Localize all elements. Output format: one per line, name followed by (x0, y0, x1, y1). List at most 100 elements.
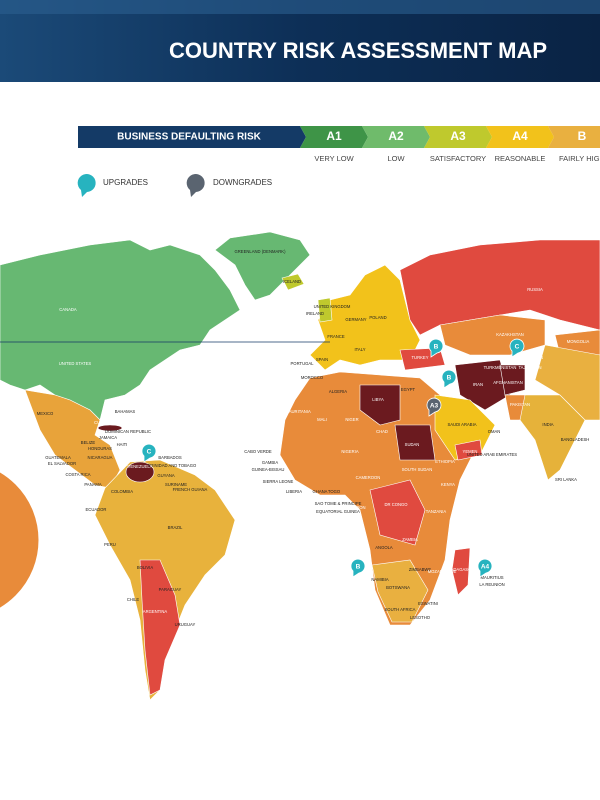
country-label: SUDAN (405, 442, 420, 447)
country-label: UZBEKISTAN (517, 355, 543, 360)
country-label: UNITED STATES (59, 361, 92, 366)
country-label: EQUATORIAL GUINEA (316, 509, 360, 514)
libya (359, 384, 401, 426)
country-label: SRI LANKA (555, 477, 577, 482)
legend-code: B (578, 129, 587, 143)
country-label: LIBERIA (286, 489, 302, 494)
country-label: IRAN (473, 382, 483, 387)
country-label: CANADA (59, 307, 77, 312)
legend-code: A2 (388, 129, 404, 143)
legend-code: A3 (450, 129, 466, 143)
country-label: MAURITIUS (480, 575, 503, 580)
country-label: CAMEROON (356, 475, 381, 480)
country-label: LESOTHO (410, 615, 431, 620)
country-label: BRAZIL (168, 525, 183, 530)
upgrades-label: UPGRADES (103, 178, 148, 187)
country-label: ALGERIA (329, 389, 347, 394)
country-label: COLOMBIA (111, 489, 133, 494)
country-label: ETHIOPIA (435, 459, 455, 464)
country-label: GAMBIA (262, 460, 278, 465)
country-label: MADAGASCAR (447, 567, 477, 572)
legend: A1 VERY LOW A2 LOW A3 SATISFACTORY A4 REASONABL… (300, 126, 600, 163)
country-label: KAZAKHSTAN (496, 332, 524, 337)
country-label: GHANA (313, 489, 328, 494)
country-label: ZIMBABWE (409, 567, 432, 572)
country-label: PARAGUAY (159, 587, 182, 592)
country-label: RUSSIA (527, 287, 543, 292)
badge-label: B (447, 375, 452, 382)
country-label: BANGLADESH (561, 437, 590, 442)
country-label: HONDURAS (88, 446, 112, 451)
country-label: EL SALVADOR (48, 461, 76, 466)
country-label: NICARAGUA (88, 455, 113, 460)
southern-cone (139, 559, 181, 696)
country-label: BAHAMAS (115, 409, 136, 414)
country-label: NIGERIA (341, 449, 358, 454)
country-label: LA REUNION (479, 582, 504, 587)
badge-pin (477, 558, 493, 578)
country-label: GABON (350, 505, 365, 510)
country-label: UNITED ARAB EMIRATES (467, 452, 517, 457)
country-label: SIERRA LEONE (263, 479, 294, 484)
country-label: BOLIVIA (137, 565, 153, 570)
legend-level-label: LOW (387, 154, 405, 163)
page-title: COUNTRY RISK ASSESSMENT MAP (169, 38, 547, 63)
country-label: GERMANY (345, 317, 366, 322)
country-label: PERU (104, 542, 116, 547)
country-label: SOUTH SUDAN (402, 467, 432, 472)
badge-pin (350, 558, 366, 578)
badge-label: A3 (430, 403, 439, 410)
upgrade-icon (77, 174, 96, 197)
country-label: MONGOLIA (567, 339, 590, 344)
country-label: NAMIBIA (371, 577, 388, 582)
badge-label: C (515, 344, 520, 351)
central-africa (369, 479, 426, 546)
country-label: KENYA (441, 482, 455, 487)
country-label: CABO VERDE (244, 449, 272, 454)
country-label: NIGER (345, 417, 358, 422)
legend-level-label: REASONABLE (495, 154, 546, 163)
legend-level-label: SATISFACTORY (430, 154, 486, 163)
country-label: ITALY (354, 347, 365, 352)
country-labels: GREENLAND (DENMARK) ICELAND CANADA UNITED S… (37, 249, 590, 627)
country-label: FRENCH GUIANA (173, 487, 208, 492)
country-label: VENEZUELA (128, 464, 153, 469)
country-label: PAKISTAN (510, 402, 530, 407)
iran (454, 359, 511, 411)
greenland (214, 231, 311, 301)
country-label: ESWATINI (418, 601, 438, 606)
country-label: MOROCCO (301, 375, 324, 380)
country-label: UNITED KINGDOM (314, 304, 351, 309)
country-label: GUINEA-BISSAU (252, 467, 285, 472)
country-label: TOGO (328, 489, 341, 494)
central-america (24, 389, 121, 489)
badge-pin (428, 338, 444, 358)
southern-africa (371, 559, 429, 623)
country-label: CHAD (376, 429, 388, 434)
header-strip (0, 0, 600, 14)
country-label: OMAN (488, 429, 501, 434)
badge-label: C (147, 449, 152, 456)
madagascar (451, 547, 471, 596)
downgrade-icon (186, 174, 205, 197)
badge-label: B (434, 344, 439, 351)
country-label: EGYPT (401, 387, 416, 392)
country-label: PORTUGAL (291, 361, 315, 366)
country-label: TRINIDAD AND TOBAGO (148, 463, 197, 468)
cuba (97, 424, 123, 432)
country-label: BELIZE (81, 440, 96, 445)
yemen (454, 439, 483, 461)
country-label: IRELAND (306, 311, 324, 316)
north-america (0, 239, 241, 421)
country-label: TURKEY (412, 355, 429, 360)
country-label: AFGHANISTAN (493, 380, 522, 385)
legend-code: A1 (326, 129, 342, 143)
legend-swatch (548, 126, 600, 148)
country-label: TURKMENISTAN (484, 365, 517, 370)
legend-heading-bar (78, 126, 306, 148)
legend-swatch (486, 126, 554, 148)
country-label: DOMINICAN REPUBLIC (105, 429, 151, 434)
iceland (281, 273, 305, 291)
legend-code: A4 (512, 129, 528, 143)
